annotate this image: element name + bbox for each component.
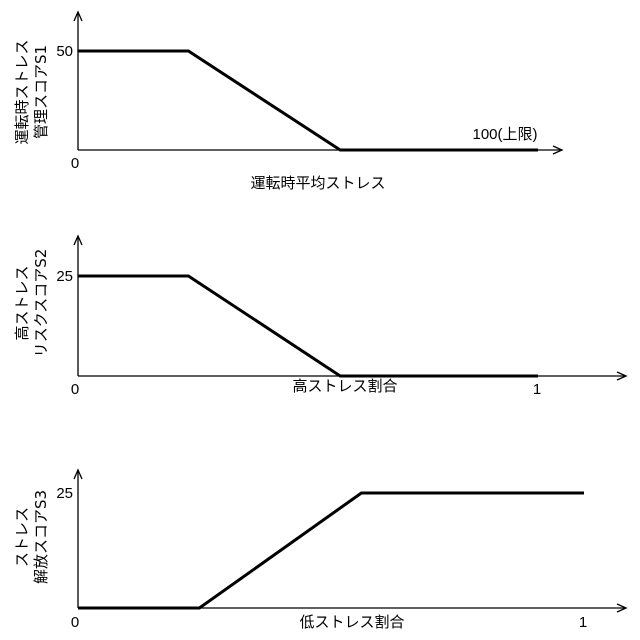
x-tick-label-origin: 0 — [71, 614, 79, 631]
series-line-1 — [78, 493, 584, 608]
y-tick-label: 25 — [56, 268, 73, 285]
chart-panel-1: 50 0 100(上限) 運転時平均ストレス 運転時ストレス管理スコアS1 — [13, 12, 562, 192]
y-tick-label: 50 — [56, 43, 73, 60]
series-line-1 — [78, 51, 538, 150]
series-line-1 — [78, 276, 538, 376]
y-axis-label: 運転時ストレス管理スコアS1 — [13, 39, 50, 144]
x-tick-label-end: 1 — [533, 381, 541, 398]
x-axis-label: 運転時平均ストレス — [250, 174, 385, 192]
y-axis-label-line-2: リスクスコアS2 — [32, 249, 50, 358]
x-tick-label-origin: 0 — [71, 155, 79, 172]
y-axis-label-line-2: 管理スコアS1 — [32, 45, 50, 139]
x-tick-label-end: 100(上限) — [472, 126, 537, 143]
chart-panel-2: 25 0 1 高ストレス割合 高ストレスリスクスコアS2 — [13, 236, 626, 398]
x-tick-label-end: 1 — [579, 614, 587, 631]
y-axis-label-line-1: ストレス — [13, 507, 31, 567]
x-axis-label: 高ストレス割合 — [292, 377, 397, 395]
y-tick-label: 25 — [56, 485, 73, 502]
y-axis-label: ストレス解放スコアS3 — [13, 490, 50, 584]
y-axis-label-line-2: 解放スコアS3 — [32, 490, 50, 584]
x-tick-label-origin: 0 — [71, 381, 79, 398]
x-axis-label: 低ストレス割合 — [299, 613, 404, 631]
y-axis-label: 高ストレスリスクスコアS2 — [13, 249, 50, 358]
y-axis-label-line-1: 運転時ストレス — [13, 39, 31, 144]
chart-panel-3: 25 0 1 低ストレス割合 ストレス解放スコアS3 — [13, 470, 626, 631]
y-axis-label-line-1: 高ストレス — [13, 265, 31, 340]
